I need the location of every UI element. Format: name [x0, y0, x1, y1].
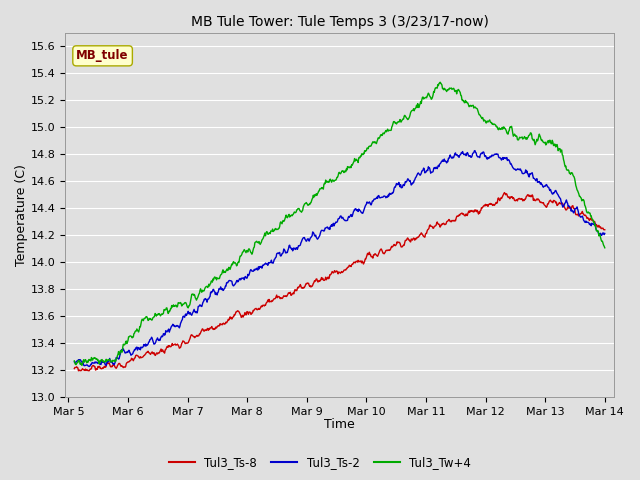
X-axis label: Time: Time	[324, 419, 355, 432]
Y-axis label: Temperature (C): Temperature (C)	[15, 164, 28, 266]
Text: MB_tule: MB_tule	[76, 49, 129, 62]
Title: MB Tule Tower: Tule Temps 3 (3/23/17-now): MB Tule Tower: Tule Temps 3 (3/23/17-now…	[191, 15, 488, 29]
Legend: Tul3_Ts-8, Tul3_Ts-2, Tul3_Tw+4: Tul3_Ts-8, Tul3_Ts-2, Tul3_Tw+4	[164, 452, 476, 474]
